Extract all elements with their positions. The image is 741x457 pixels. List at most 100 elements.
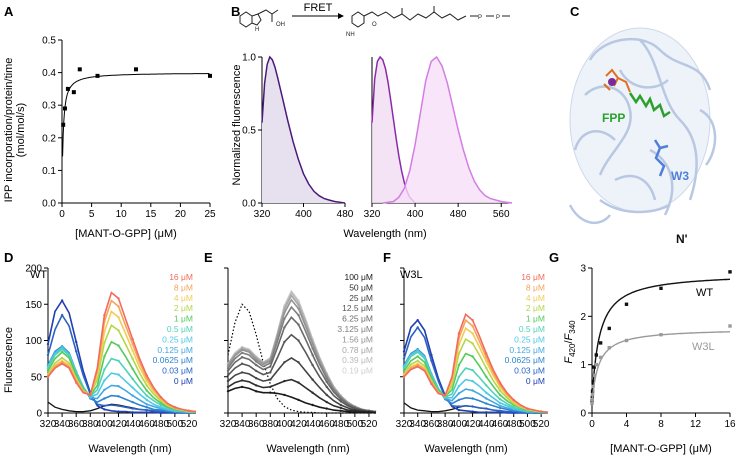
panel-d-series-marker [103, 379, 106, 382]
panel-e-series-marker [297, 307, 300, 310]
panel-e-legend-entry: 1.56 μM [342, 334, 373, 344]
panel-f-series-marker [485, 366, 488, 370]
panel-d-series-marker [145, 394, 148, 397]
panel-d-series-marker [131, 377, 134, 381]
panel-g-data-point [591, 384, 595, 389]
panel-e-series-marker [339, 398, 342, 401]
panel-a-data-point [208, 73, 212, 78]
panel-e-series-marker [255, 384, 258, 387]
panel-e-series-line [227, 333, 377, 414]
panel-b-left-x-tick-label: 320 [254, 209, 271, 220]
panel-a-ylabel: IPP incorporation/protein/time (mol/mol/… [3, 58, 27, 203]
panel-d-legend-entry: 0.03 μM [162, 366, 193, 376]
panel-a-data-point [62, 106, 67, 111]
panel-e-series-marker [311, 403, 314, 407]
panel-e-series-line [227, 386, 377, 414]
panel-b-chart: Normalized fluorescence Wavelength (nm) [231, 64, 427, 240]
panel-e-x-tick-label: 480 [332, 419, 349, 430]
panel-f-series-marker [485, 384, 488, 387]
panel-f-legend-entry: 0.125 μM [509, 345, 545, 355]
panel-e-legend-entry: 0.78 μM [342, 345, 373, 355]
panel-g-legend-w3l: W3L [692, 341, 715, 353]
panel-f-series-marker [416, 350, 419, 354]
panel-f-series-marker [471, 389, 474, 392]
panel-d-series-marker [131, 367, 134, 370]
panel-b-right-x-tick-label: 320 [364, 209, 381, 220]
panel-d-x-tick-label: 500 [167, 419, 184, 430]
fret-arrow-head [338, 13, 344, 19]
panel-d-series-marker [117, 404, 120, 407]
panel-f-series-marker [457, 332, 461, 335]
panel-g-data-point [598, 341, 603, 345]
panel-a-x-tick-label: 20 [175, 209, 187, 220]
panel-f-series-marker [471, 397, 474, 400]
panel-d-x-tick-label: 360 [68, 419, 85, 430]
panel-e-x-tick-label: 520 [361, 419, 378, 430]
panel-a-y-tick-label: 0.3 [42, 101, 56, 112]
panel-e-series-marker [255, 363, 258, 367]
panel-f-series-line [403, 313, 549, 414]
panel-f-series-marker [485, 411, 488, 414]
panel-b-right-x-tick-label: 560 [493, 209, 510, 220]
panel-d-series-marker [159, 406, 162, 409]
panel-e-series-marker [297, 300, 300, 304]
panel-label-a: A [4, 4, 14, 19]
panel-d-series-marker [103, 341, 106, 344]
panel-e-legend-entry: 100 μM [344, 272, 373, 282]
panel-e-legend-entry: 3.125 μM [337, 324, 373, 334]
panel-e-legend-entry: 12.5 μM [342, 303, 373, 313]
panel-e-series-marker [339, 409, 342, 412]
panel-f-series-marker [485, 375, 488, 378]
panel-f-series-marker [539, 410, 543, 413]
panel-f-series-marker [457, 363, 461, 367]
panel-b-scheme: H OH FRET NH O P P [239, 2, 510, 38]
panel-g-data-point [594, 353, 599, 357]
panel-e-x-tick-label: 360 [248, 419, 265, 430]
panel-f-series-marker [498, 393, 502, 397]
panel-d-series-marker [159, 403, 162, 407]
panel-d-series-marker [103, 408, 106, 411]
panel-a-y-tick-label: 0.0 [42, 199, 56, 210]
panel-e-series-marker [297, 313, 300, 317]
panel-a-fit-line [62, 73, 210, 157]
panel-e-series-marker [311, 378, 314, 381]
panel-f-series-marker [485, 397, 488, 400]
panel-f-series-marker [485, 352, 488, 355]
panel-d-series-marker [187, 409, 191, 412]
panel-g-data-point [594, 362, 599, 367]
panel-f-series-marker [443, 394, 447, 397]
panel-g-x-tick-label: 8 [658, 419, 664, 430]
panel-d-x-tick-label: 520 [181, 419, 198, 430]
panel-f-legend-entry: 0.0625 μM [505, 355, 545, 365]
panel-g-data-point [590, 392, 595, 397]
panel-f-series-marker [402, 369, 406, 373]
panel-d-series-marker [60, 348, 64, 351]
panel-f-series-marker [498, 401, 502, 405]
panel-g-x-tick-label: 12 [690, 419, 702, 430]
panel-f-title: W3L [400, 269, 423, 281]
panel-d-x-tick-label: 400 [96, 419, 113, 430]
w3-residue [653, 139, 669, 177]
panel-d-series-marker [159, 395, 162, 399]
panel-d-ylabel: Fluorescence [3, 327, 15, 393]
panel-f-series-marker [416, 355, 419, 358]
panel-f-series-marker [457, 408, 461, 412]
panel-f-series-marker [457, 398, 461, 402]
panel-g-data-point [728, 270, 732, 274]
panel-f-series-marker [471, 332, 474, 335]
panel-d-x-tick-label: 340 [54, 419, 71, 430]
panel-d-series-marker [145, 406, 148, 409]
panel-e-series-marker [255, 360, 258, 363]
panel-e-x-tick-label: 500 [347, 419, 364, 430]
panel-d-series-marker [117, 410, 120, 413]
panel-d-series-marker [145, 411, 148, 414]
panel-g-y-tick-label: 1 [580, 360, 586, 371]
panel-d-series-marker [60, 299, 64, 302]
panel-g-data-point [624, 302, 629, 306]
panel-d-series-marker [75, 381, 78, 384]
panel-e-series-marker [339, 400, 342, 403]
panel-a-x-tick-label: 0 [59, 209, 65, 220]
panel-f-series-marker [416, 365, 419, 368]
fpp-ligand [628, 92, 671, 118]
